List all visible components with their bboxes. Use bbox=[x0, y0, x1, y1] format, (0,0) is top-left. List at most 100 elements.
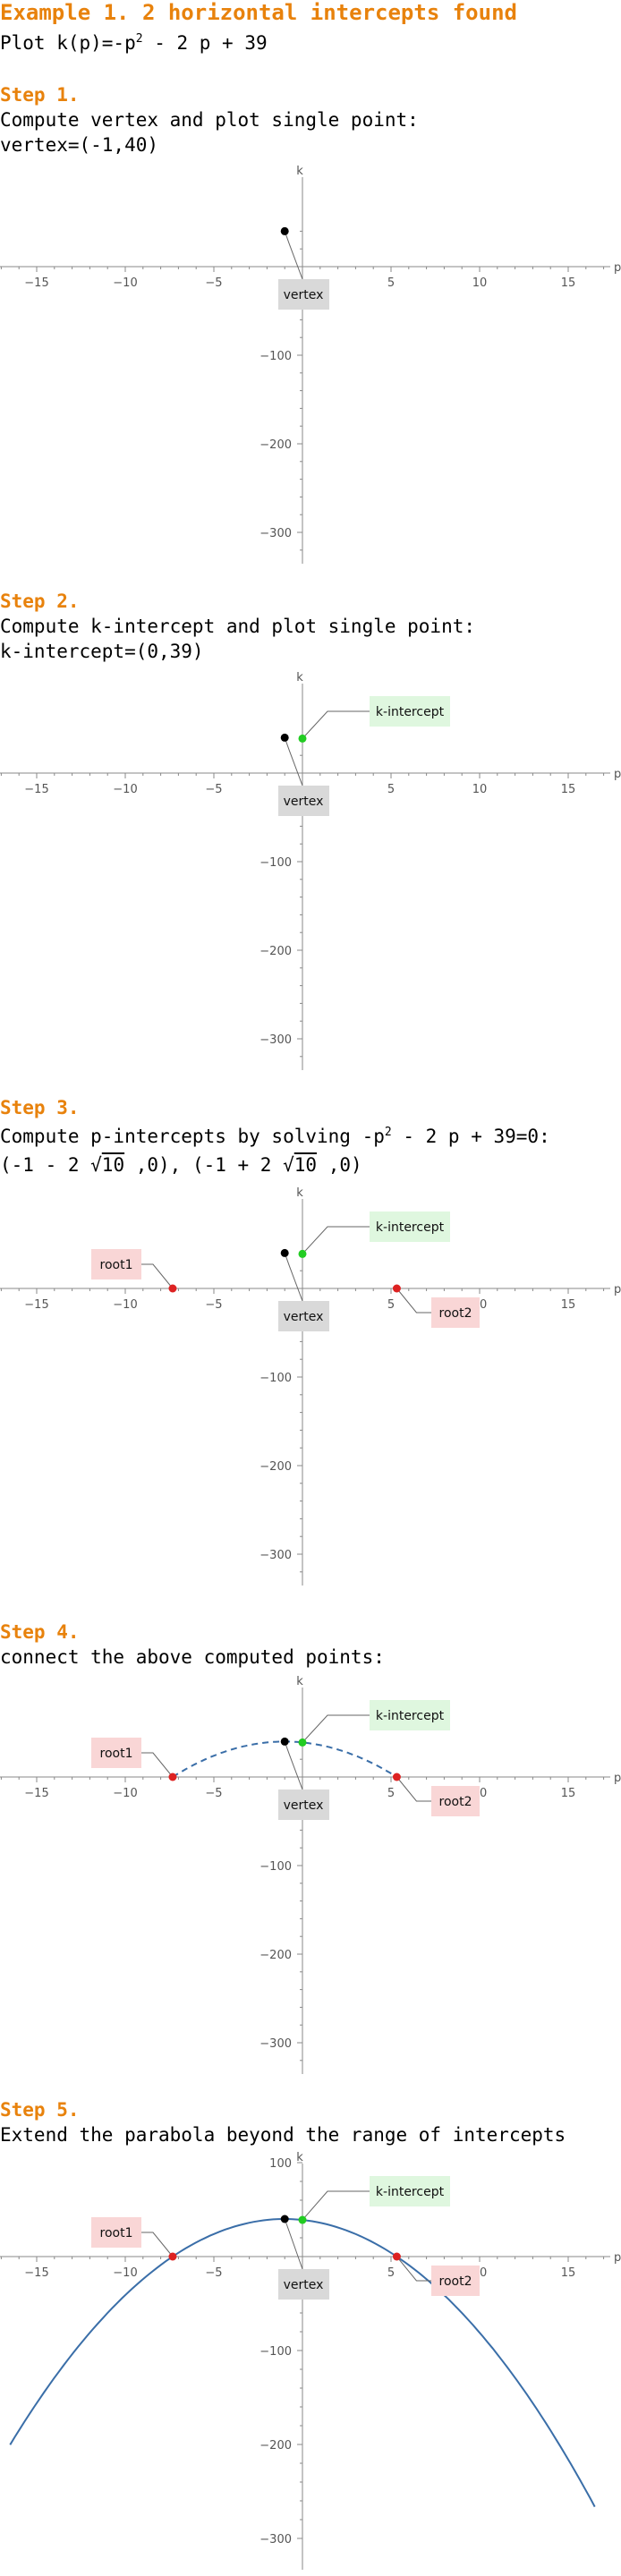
plot-function-line: Plot k(p)=-p2 - 2 p + 39 bbox=[0, 32, 268, 54]
vertex-point bbox=[280, 226, 289, 235]
x-tick-label: −5 bbox=[205, 1298, 222, 1312]
plot-step-3: pk−15−10−551015−100−200−300vertexk-inter… bbox=[0, 1183, 621, 1594]
k-intercept-point bbox=[298, 1738, 307, 1747]
x-tick-label: 15 bbox=[561, 276, 576, 290]
x-tick-label: −15 bbox=[24, 1298, 48, 1312]
x-tick-label: 15 bbox=[561, 783, 576, 796]
k-intercept-label-box bbox=[370, 1211, 450, 1242]
root1-point bbox=[168, 1284, 177, 1293]
y-axis-label: k bbox=[296, 165, 303, 178]
step-4-heading: Step 4. bbox=[0, 1621, 80, 1643]
root1-label: root1 bbox=[100, 1747, 133, 1761]
y-tick-label: −300 bbox=[259, 1033, 292, 1047]
k-intercept-label: k-intercept bbox=[376, 1709, 445, 1723]
x-tick-label: 10 bbox=[472, 783, 488, 796]
root2-leader-line bbox=[396, 1288, 431, 1314]
x-tick-label: −10 bbox=[113, 783, 137, 796]
root2-label-box bbox=[431, 1297, 480, 1328]
y-tick-label: −300 bbox=[259, 1549, 292, 1562]
vertex-leader-line bbox=[284, 737, 303, 786]
k-intercept-label: k-intercept bbox=[376, 1220, 445, 1235]
step-1-vertex-value: vertex=(-1,40) bbox=[0, 134, 159, 156]
y-axis-label: k bbox=[296, 671, 303, 684]
x-tick-label: −10 bbox=[113, 2266, 137, 2280]
root2-label: root2 bbox=[439, 1795, 472, 1809]
step-3-roots-value: (-1 - 2 √10 ,0), (-1 + 2 √10 ,0) bbox=[0, 1154, 362, 1176]
k-intercept-leader-line bbox=[302, 2190, 370, 2221]
k-intercept-leader-line bbox=[302, 710, 370, 739]
y-tick-label: −200 bbox=[259, 945, 292, 958]
x-tick-label: −10 bbox=[113, 1298, 137, 1312]
root2-label: root2 bbox=[439, 2274, 472, 2289]
root2-label-box bbox=[431, 1786, 480, 1816]
root1-leader-line bbox=[141, 1263, 174, 1289]
k-intercept-label: k-intercept bbox=[376, 2185, 445, 2199]
root2-point bbox=[392, 1284, 401, 1293]
x-axis-label: p bbox=[614, 768, 621, 781]
root2-label-box bbox=[431, 2266, 480, 2296]
plot-step-5: pk−15−10−551015100−100−200−300vertexk-in… bbox=[0, 2149, 621, 2576]
y-tick-label: 100 bbox=[269, 2157, 292, 2171]
vertex-point bbox=[280, 733, 289, 742]
x-tick-label: 15 bbox=[561, 1787, 576, 1800]
vertex-point bbox=[280, 2215, 289, 2223]
x-axis-label: p bbox=[614, 1283, 621, 1297]
vertex-point bbox=[280, 1248, 289, 1257]
x-tick-label: −5 bbox=[205, 783, 222, 796]
k-intercept-label-box bbox=[370, 696, 450, 727]
y-tick-label: −200 bbox=[259, 438, 292, 452]
x-tick-label: 5 bbox=[387, 1787, 395, 1800]
x-tick-label: −15 bbox=[24, 276, 48, 290]
k-intercept-point bbox=[298, 2215, 307, 2224]
y-tick-label: −200 bbox=[259, 1949, 292, 1962]
vertex-label: vertex bbox=[284, 2278, 324, 2292]
x-tick-label: −5 bbox=[205, 276, 222, 290]
chart-svg-5: pk−15−10−551015100−100−200−300vertexk-in… bbox=[0, 2151, 621, 2570]
x-tick-label: 10 bbox=[472, 276, 488, 290]
vertex-label-box bbox=[278, 786, 329, 816]
x-tick-label: −15 bbox=[24, 1787, 48, 1800]
step-2-heading: Step 2. bbox=[0, 591, 80, 612]
y-tick-label: −300 bbox=[259, 2037, 292, 2051]
k-intercept-leader-line bbox=[302, 1714, 370, 1743]
root2-point bbox=[392, 1773, 401, 1781]
k-intercept-label-box bbox=[370, 1700, 450, 1730]
root1-point bbox=[168, 1773, 177, 1781]
step-3-text: Compute p-intercepts by solving -p2 - 2 … bbox=[0, 1126, 550, 1147]
page-title: Example 1. 2 horizontal intercepts found bbox=[0, 0, 517, 25]
vertex-label-box bbox=[278, 1790, 329, 1820]
k-intercept-leader-line bbox=[302, 1226, 370, 1254]
k-intercept-label-box bbox=[370, 2176, 450, 2206]
vertex-label-box bbox=[278, 1301, 329, 1331]
root1-label-box bbox=[91, 1738, 141, 1768]
x-tick-label: −15 bbox=[24, 2266, 48, 2280]
y-tick-label: −100 bbox=[259, 1860, 292, 1874]
chart-svg-1: p k −15 −10 −5 5 10 15 −100 −200 −300 vertex bbox=[0, 165, 621, 564]
y-axis-label: k bbox=[296, 2151, 303, 2164]
y-tick-label: −300 bbox=[259, 527, 292, 540]
k-intercept-point bbox=[298, 1249, 307, 1258]
vertex-label: vertex bbox=[284, 1310, 324, 1324]
x-tick-label: −15 bbox=[24, 783, 48, 796]
chart-svg-2: p k −15 −10 −5 5 10 15 −100 −200 −300 vertex k-inter… bbox=[0, 671, 621, 1070]
y-axis-label: k bbox=[296, 1186, 303, 1200]
x-axis-label: p bbox=[614, 261, 621, 275]
step-2-text: Compute k-intercept and plot single poin… bbox=[0, 616, 476, 637]
x-tick-label: −5 bbox=[205, 1787, 222, 1800]
chart-svg-3: pk−15−10−551015−100−200−300vertexk-inter… bbox=[0, 1186, 621, 1586]
root1-label: root1 bbox=[100, 2226, 133, 2240]
x-tick-label: 15 bbox=[561, 2266, 576, 2280]
x-tick-label: 15 bbox=[561, 1298, 576, 1312]
y-tick-label: −300 bbox=[259, 2533, 292, 2546]
root1-leader-line bbox=[141, 2232, 174, 2257]
y-tick-label: −200 bbox=[259, 2439, 292, 2453]
root1-leader-line bbox=[141, 1752, 174, 1778]
root2-leader-line bbox=[396, 2256, 431, 2282]
step-5-text: Extend the parabola beyond the range of … bbox=[0, 2124, 566, 2146]
vertex-label: vertex bbox=[284, 288, 324, 302]
vertex-leader-line bbox=[284, 1741, 303, 1790]
x-tick-label: 5 bbox=[387, 276, 395, 290]
vertex-label-box bbox=[278, 2269, 329, 2300]
root2-leader-line bbox=[396, 1776, 431, 1802]
x-tick-label: 5 bbox=[387, 2266, 395, 2280]
